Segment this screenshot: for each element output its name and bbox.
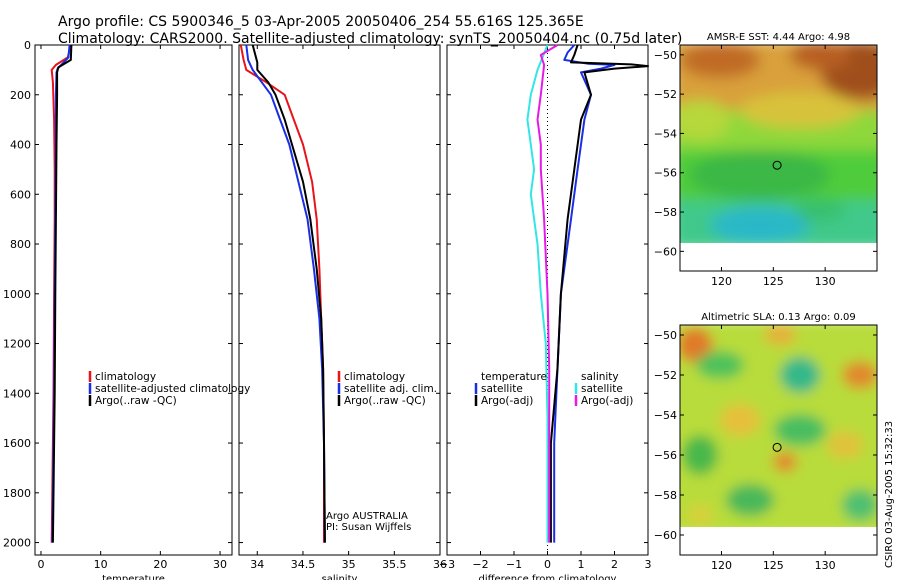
sst_map-title: AMSR-E SST: 4.44 Argo: 4.98 — [707, 32, 850, 43]
temperature-legend-label: Argo(..raw -QC) — [95, 395, 177, 407]
salinity-frame — [238, 44, 441, 556]
temperature-xlabel: temperature — [102, 574, 165, 580]
temperature-ytick-label: 2000 — [3, 537, 31, 550]
sst_map-xtick-label: 120 — [711, 275, 732, 288]
difference-series-3 — [536, 44, 559, 543]
salinity-legend-label: climatology — [344, 371, 405, 383]
sla_map-xtick-label: 120 — [711, 559, 732, 572]
temperature-series-2 — [51, 44, 73, 543]
sst_map-ytick-label: −56 — [654, 167, 677, 180]
temperature-xtick-label: 30 — [213, 558, 227, 571]
sst_map-xtick-label: 125 — [763, 275, 784, 288]
temperature-ytick-label: 800 — [10, 238, 31, 251]
difference-xlabel: difference from climatology — [479, 574, 617, 580]
temperature-legend-label: climatology — [95, 371, 156, 383]
salinity-legend-label: satellite adj. clim. — [344, 383, 437, 395]
difference-xtick-label: −1 — [506, 558, 522, 571]
sst_map-ytick-label: −60 — [654, 245, 677, 258]
difference-legend-right-label: Argo(-adj) — [581, 395, 633, 407]
difference-legend-right-label: satellite — [581, 383, 623, 395]
salinity-xtick-label: 36 — [433, 558, 447, 571]
salinity-series-0 — [239, 44, 325, 543]
figure-title: Argo profile: CS 5900346_5 03-Apr-2005 2… — [58, 14, 584, 30]
sst_map-ytick-label: −54 — [654, 127, 677, 140]
temperature-ytick-label: 1400 — [3, 387, 31, 400]
sst-map — [680, 45, 877, 243]
sst_map-ytick-label: −58 — [654, 206, 677, 219]
sla_map-xtick-label: 130 — [815, 559, 836, 572]
temperature-ytick-label: 1200 — [3, 338, 31, 351]
difference-xtick-label: −3 — [439, 558, 455, 571]
figure-subtitle: Climatology: CARS2000. Satellite-adjuste… — [58, 31, 682, 47]
sla_map-ytick-label: −50 — [654, 329, 677, 342]
temperature-frame — [34, 44, 233, 556]
plot-layer: 0 10 20 30020040060080010001200140016001800… — [3, 32, 878, 580]
temperature-legend-label: satellite-adjusted climatology — [95, 383, 250, 395]
salinity-xtick-label: 34 — [250, 558, 264, 571]
temperature-ytick-label: 1800 — [3, 487, 31, 500]
difference-series-0 — [553, 44, 616, 543]
sst_map-argo-marker — [772, 160, 782, 170]
difference-legend-left-title: temperature — [481, 371, 547, 383]
sst_map-xtick-label: 130 — [815, 275, 836, 288]
sla_map-ytick-label: −52 — [654, 369, 677, 382]
sla_map-frame — [679, 324, 878, 556]
difference-xtick-label: 0 — [544, 558, 551, 571]
salinity-xtick-label: 35 — [342, 558, 356, 571]
difference-xtick-label: 2 — [611, 558, 618, 571]
temperature-xtick-label: 20 — [153, 558, 167, 571]
sla_map-argo-marker — [772, 442, 782, 452]
salinity-xtick-label: 35.5 — [382, 558, 407, 571]
temperature-ytick-label: 600 — [10, 188, 31, 201]
sla_map-xtick-label: 125 — [763, 559, 784, 572]
difference-xtick-label: 1 — [578, 558, 585, 571]
sla_map-ytick-label: −58 — [654, 489, 677, 502]
difference-legend-left-label: Argo(-adj) — [481, 395, 533, 407]
sla_map-title: Altimetric SLA: 0.13 Argo: 0.09 — [701, 312, 856, 323]
temperature-xtick-label: 0 — [37, 558, 44, 571]
difference-legend-left-label: satellite — [481, 383, 523, 395]
sla_map-ytick-label: −56 — [654, 449, 677, 462]
salinity-annotation: PI: Susan Wijffels — [326, 522, 411, 533]
sst_map-ytick-label: −50 — [654, 49, 677, 62]
credit-stamp: CSIRO 03-Aug-2005 15:32:33 — [884, 421, 895, 568]
temperature-ytick-label: 0 — [24, 39, 31, 52]
temperature-xtick-label: 10 — [94, 558, 108, 571]
sst_map-ytick-label: −52 — [654, 88, 677, 101]
salinity-series-2 — [251, 44, 326, 543]
temperature-ytick-label: 400 — [10, 139, 31, 152]
salinity-annotation: Argo AUSTRALIA — [326, 511, 408, 522]
sst_map-frame — [679, 44, 878, 272]
salinity-xtick-label: 34.5 — [291, 558, 316, 571]
salinity-series-1 — [245, 44, 326, 543]
sla_map-ytick-label: −60 — [654, 529, 677, 542]
temperature-ytick-label: 1600 — [3, 437, 31, 450]
difference-series-1 — [549, 44, 649, 543]
temperature-ytick-label: 1000 — [3, 288, 31, 301]
difference-xtick-label: 3 — [645, 558, 652, 571]
salinity-xlabel: salinity — [322, 574, 358, 580]
sla-map — [680, 325, 877, 527]
difference-legend-right-title: salinity — [581, 371, 619, 383]
difference-series-2 — [526, 44, 549, 543]
temperature-ytick-label: 200 — [10, 89, 31, 102]
sla_map-ytick-label: −54 — [654, 409, 677, 422]
salinity-legend-label: Argo(..raw -QC) — [344, 395, 426, 407]
difference-xtick-label: −2 — [472, 558, 488, 571]
